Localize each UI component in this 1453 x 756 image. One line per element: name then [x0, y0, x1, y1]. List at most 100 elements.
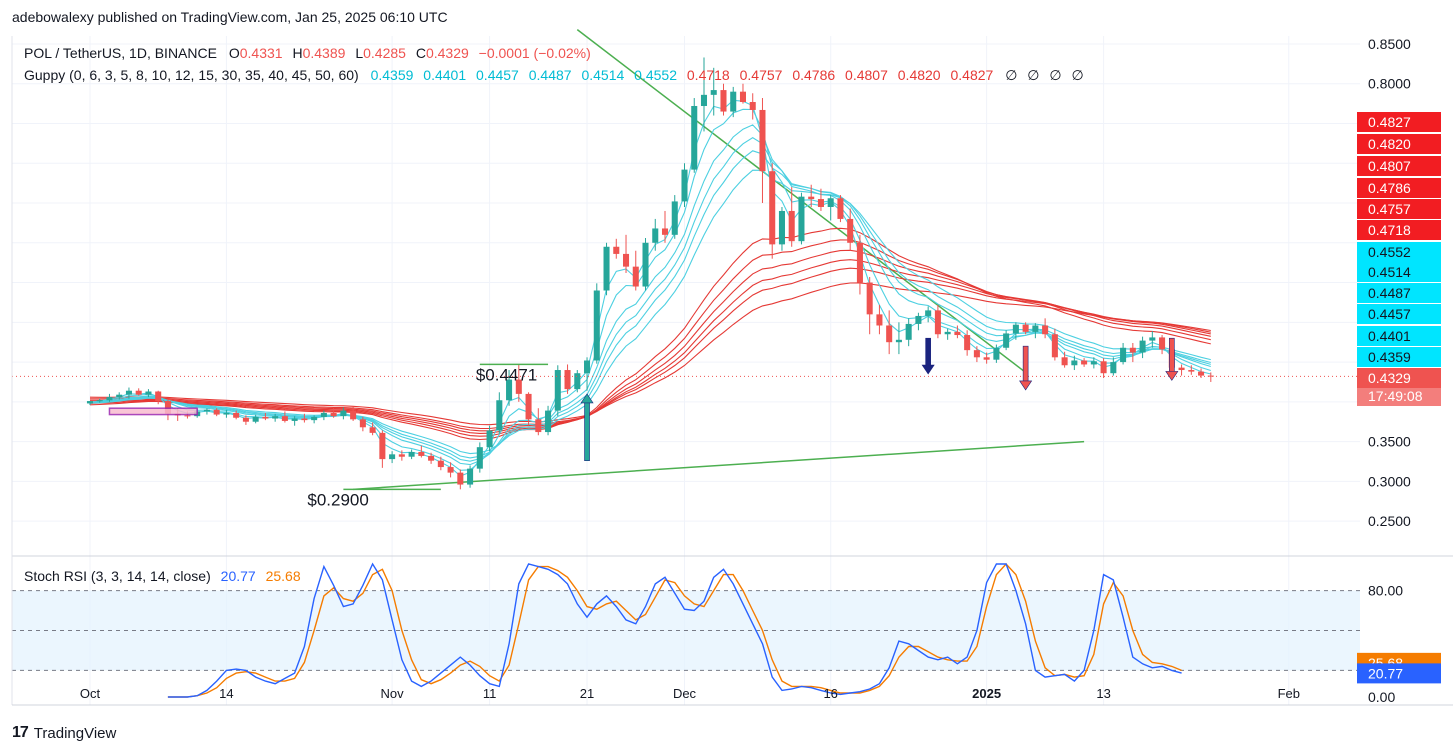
candle-body [720, 90, 727, 112]
candle-body [155, 391, 162, 402]
arrow-shaft [1022, 345, 1029, 383]
candle-body [886, 325, 893, 343]
short-ema-line [89, 137, 1211, 462]
candle-body [447, 467, 454, 473]
stoch-k-line [167, 562, 1182, 698]
long-ema-price-tag: 0.4718 [1368, 222, 1411, 238]
candle-body [320, 412, 327, 417]
candle-body [973, 350, 980, 358]
candle-body [106, 397, 113, 401]
candle-body [1071, 360, 1078, 366]
candle-body [905, 323, 912, 340]
time-tick-label: Feb [1278, 686, 1300, 701]
tradingview-name: TradingView [33, 724, 117, 742]
candle-body [739, 91, 746, 103]
annotations[interactable]: $0.4471 $0.2900 [108, 337, 1179, 509]
stoch-rsi-label: Stoch RSI (3, 3, 14, 14, close) [24, 568, 211, 584]
candle-body [603, 246, 610, 291]
candle-body [1003, 333, 1010, 348]
candle-body [564, 370, 571, 390]
guppy-long-5: 0.4820 [898, 67, 941, 83]
tradingview-logo-icon: 17 [12, 724, 29, 741]
candle-body [730, 91, 737, 112]
candle-body [1178, 367, 1185, 371]
candle-body [486, 430, 493, 448]
trend-lines[interactable] [353, 29, 1085, 491]
long-ema-line [89, 249, 1211, 434]
long-ema-price-tag-bg [1357, 178, 1441, 198]
candle-body [389, 454, 396, 460]
time-tick-label: Dec [673, 686, 697, 701]
candle-body [652, 228, 659, 243]
tradingview-brand[interactable]: 17 TradingView [12, 724, 116, 742]
candle-body [847, 218, 854, 243]
candle-body [925, 310, 932, 316]
candle-body [96, 400, 103, 402]
candle-body [135, 390, 142, 395]
candle-body [993, 347, 1000, 360]
candle-body [398, 454, 405, 457]
candle-body [467, 468, 474, 485]
low-value: 0.4285 [363, 45, 406, 61]
candle-body [1120, 347, 1127, 363]
short-ema-price-tag: 0.4552 [1368, 244, 1411, 260]
candles[interactable] [12, 57, 1360, 490]
close-label: C [416, 45, 426, 61]
guppy-short-3: 0.4457 [476, 67, 519, 83]
publisher-credit: adebowalexy published on TradingView.com… [12, 9, 448, 25]
long-ema-price-tag-bg [1357, 220, 1441, 240]
stoch-tick-label: 80.00 [1368, 583, 1403, 599]
candle-body [545, 410, 552, 433]
candle-body [749, 102, 756, 110]
long-ema-line [90, 259, 1211, 432]
candle-body [418, 451, 425, 456]
trend-line [353, 440, 1085, 491]
stoch-rsi-lines [167, 562, 1182, 698]
short-ema-price-tag-bg [1357, 304, 1441, 324]
price-tick-label: 0.8500 [1368, 36, 1411, 52]
guppy-long-3: 0.4786 [792, 67, 835, 83]
guppy-empty-3: ∅ [1049, 67, 1061, 83]
short-ema-line [89, 169, 1211, 455]
candle-body [437, 460, 444, 468]
stoch-rsi-band [12, 590, 1360, 671]
candle-body [311, 416, 318, 421]
candle-body [1139, 340, 1146, 353]
long-ema-price-tag-bg [1357, 199, 1441, 219]
candle-body [895, 339, 902, 343]
candle-body [788, 210, 795, 242]
candle-body [428, 455, 435, 461]
candle-body [515, 379, 522, 394]
candle-body [223, 412, 230, 415]
candle-body [798, 196, 805, 242]
candle-body [350, 410, 357, 420]
candle-body [340, 410, 347, 417]
long-ema-line [89, 227, 1211, 441]
countdown-tag: 17:49:08 [1368, 388, 1423, 404]
guppy-legend: Guppy (0, 6, 3, 5, 8, 10, 12, 15, 30, 35… [24, 67, 1084, 83]
guppy-long-4: 0.4807 [845, 67, 888, 83]
candle-body [837, 198, 844, 219]
candle-body [203, 409, 210, 412]
axes: Oct 14 Nov 11 21 Dec 16 2025 13 Feb0.25000.30000.… [11, 36, 1453, 706]
candle-body [408, 451, 415, 457]
short-ema-price-tag-bg [1357, 326, 1441, 346]
time-tick-label: 14 [219, 686, 233, 701]
symbol-name: POL / TetherUS, 1D, BINANCE [24, 45, 217, 61]
time-tick-label: 21 [580, 686, 594, 701]
guppy-long-2: 0.4757 [740, 67, 783, 83]
stoch-k-tag: 20.77 [1368, 665, 1403, 681]
candle-body [252, 416, 259, 422]
price-tags: 0.4827 0.4820 0.4807 0.4786 0.4757 0.4718 0.45… [1357, 112, 1441, 684]
candle-body [817, 199, 824, 207]
candle-body [476, 447, 483, 469]
short-ema-price-tag: 0.4487 [1368, 285, 1411, 301]
candle-body [710, 90, 717, 95]
candle-body [769, 171, 776, 245]
candle-body [1129, 347, 1136, 353]
long-ema-price-tag-bg [1357, 112, 1441, 132]
guppy-label: Guppy (0, 6, 3, 5, 8, 10, 12, 15, 30, 35… [24, 67, 359, 83]
candle-body [233, 412, 240, 418]
candle-body [827, 198, 834, 207]
